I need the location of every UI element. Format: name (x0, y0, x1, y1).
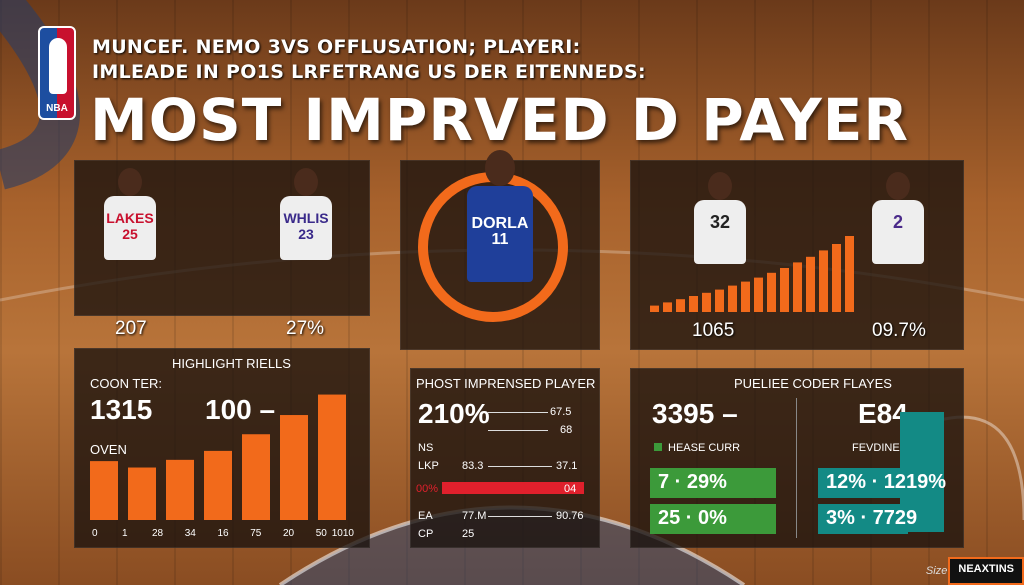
growth-bar (780, 268, 789, 312)
highlight-bars (90, 394, 346, 520)
x-tick-label: 28 (152, 528, 164, 539)
player-card: 2 (862, 172, 932, 282)
legend-swatch-green (654, 443, 662, 451)
row-value: 04 (564, 483, 577, 495)
growth-bar (663, 302, 672, 312)
player-head (294, 168, 318, 196)
row-label: EA (418, 510, 433, 522)
growth-bar (702, 292, 711, 312)
growth-bar (741, 281, 750, 312)
subtitle-line-2: IMLEADE IN PO1S LRFETRANG US DER EITENNE… (92, 61, 646, 83)
growth-bar (845, 236, 854, 312)
x-tick-label: 50 (316, 528, 328, 539)
highlight-bar (280, 415, 308, 520)
improved-value: 210% (418, 398, 490, 429)
player-stat: 09.7% (872, 320, 926, 341)
row-line (488, 516, 552, 517)
player-stat: 1065 (692, 320, 735, 341)
growth-bars (650, 236, 854, 312)
headline: MOST IMPRVED D PAYER (90, 86, 910, 154)
player-head (886, 172, 910, 200)
player-jersey: 2 (872, 200, 924, 264)
row-line (488, 430, 548, 431)
left-label: HEASE CURR (668, 442, 741, 454)
featured-player: DORLA 11 (455, 150, 545, 330)
highlight-bar (318, 394, 346, 520)
row-label: NS (418, 442, 434, 454)
player-jersey: 32 (694, 200, 746, 264)
improved-panel (410, 368, 600, 548)
row-line (488, 412, 548, 413)
growth-bar (832, 244, 841, 312)
subtitle-line-1: MUNCEF. NEMO 3VS OFFLUSATION; PLAYERI: (92, 36, 581, 58)
highlight-x-axis: 0 1 28 34 16 75 20 50 1010 (92, 528, 355, 539)
x-tick-label: 75 (250, 528, 262, 539)
highlight-bar (90, 461, 118, 520)
growth-bar (650, 305, 659, 312)
mid-value: 100 – (205, 394, 276, 425)
x-tick-label: 1 (122, 528, 128, 539)
x-tick-label: 1010 (332, 528, 355, 539)
player-card: LAKES 25 (94, 168, 164, 278)
highlight-title: HIGHLIGHT RIELLS (172, 356, 291, 371)
row-mid: 83.3 (462, 460, 484, 472)
x-tick-label: 0 (92, 528, 98, 539)
highlight-bar (166, 459, 194, 520)
growth-bar (676, 299, 685, 312)
row-value: 37.1 (556, 460, 578, 472)
player-head (485, 150, 515, 186)
growth-bar (767, 272, 776, 312)
player-jersey: LAKES 25 (104, 196, 156, 260)
x-tick-label: 20 (283, 528, 295, 539)
row-value: 67.5 (550, 406, 572, 418)
green-stat-chip: 7 · 29% (650, 468, 776, 498)
growth-bar (715, 289, 724, 312)
player-jersey: DORLA 11 (467, 186, 533, 282)
oven-label: OVEN (90, 442, 127, 457)
row-value: 68 (560, 424, 573, 436)
row-line (488, 466, 552, 467)
highlight-bar (242, 434, 270, 520)
teal-stat-chip: 12% · 1219% (818, 468, 946, 498)
scoring-title: PUELIEE CODER FLAYES (734, 376, 892, 391)
teal-stat-chip: 3% · 7729 (818, 504, 917, 534)
player-jersey: WHLIS 23 (280, 196, 332, 260)
row-value: 90.76 (556, 510, 584, 522)
panel-divider (796, 398, 797, 538)
row-label: CP (418, 528, 434, 540)
highlight-red-bar (442, 482, 584, 494)
player-stat: 27% (286, 318, 325, 339)
footer-brand: NEAXTINS (948, 557, 1024, 585)
logo-text: NBA (46, 103, 68, 114)
row-mid: 25 (462, 528, 475, 540)
player-card: 32 (684, 172, 754, 282)
improved-title: PHOST IMPRENSED PLAYER (416, 376, 596, 391)
left-value: 3395 – (652, 398, 738, 429)
row-mid: 77.M (462, 510, 487, 522)
growth-bar (819, 250, 828, 312)
player-stat: 207 (115, 318, 147, 339)
growth-bar (728, 285, 737, 312)
nba-logo: NBA (38, 26, 76, 120)
counter-label: COON TER: (90, 376, 162, 391)
right-label: FEVDINES (852, 442, 908, 454)
growth-bar (754, 277, 763, 312)
player-head (708, 172, 732, 200)
green-stat-chip: 25 · 0% (650, 504, 776, 534)
player-card: WHLIS 23 (270, 168, 340, 278)
row-label: LKP (418, 460, 439, 472)
highlight-bar (204, 450, 232, 520)
growth-bar (793, 262, 802, 312)
player-head (118, 168, 142, 196)
logo-silhouette-icon (49, 38, 67, 94)
highlight-bar (128, 467, 156, 520)
growth-bar (806, 256, 815, 312)
x-tick-label: 16 (217, 528, 229, 539)
counter-value: 1315 (90, 394, 153, 425)
row-label: 00% (416, 483, 439, 495)
x-tick-label: 34 (185, 528, 197, 539)
growth-bar (689, 296, 698, 312)
